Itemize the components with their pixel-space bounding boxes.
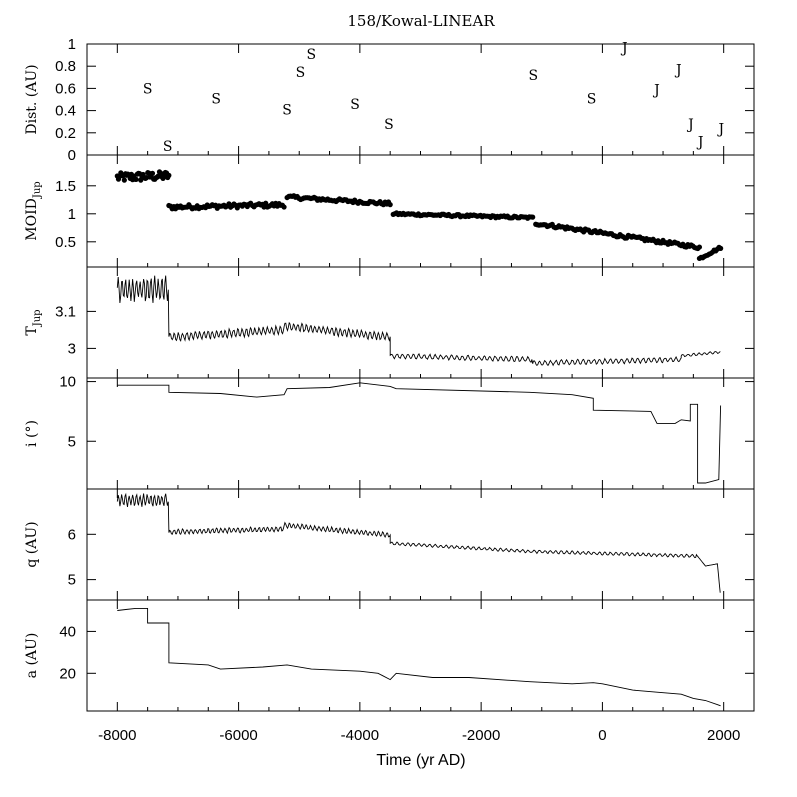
y-tick-label: 20 xyxy=(59,665,76,682)
y-tick-label: 1 xyxy=(68,36,76,53)
encounter-label-S: S xyxy=(307,47,317,63)
panel-frame-a xyxy=(86,599,755,712)
panel-frame-incl xyxy=(86,377,755,490)
panel-frame-moid xyxy=(86,154,755,268)
series-line-a xyxy=(117,607,721,707)
moid-point xyxy=(149,170,156,176)
y-tick-label: 3 xyxy=(68,340,76,357)
y-tick-label: 0.8 xyxy=(55,58,76,75)
x-tick-label: 0 xyxy=(598,727,606,744)
moid-point xyxy=(166,172,172,178)
y-axis-label: TJup xyxy=(24,309,43,335)
moid-point xyxy=(121,177,127,183)
encounter-label-S: S xyxy=(528,68,538,84)
series-line-tjup xyxy=(116,275,721,367)
panel-frame-dist xyxy=(86,43,755,156)
panel-a: 20 40 a (AU) xyxy=(24,599,755,712)
x-tick-label: -8000 xyxy=(98,727,136,744)
encounter-label-S: S xyxy=(296,65,306,81)
y-tick-label: 10 xyxy=(59,374,76,391)
panel-q: 5 6 q (AU) xyxy=(24,488,755,601)
moid-point xyxy=(696,244,703,250)
y-tick-label: 0.4 xyxy=(55,103,76,120)
y-axis-label: Dist. (AU) xyxy=(24,64,40,134)
y-axis-label-sub: Jup xyxy=(32,181,43,199)
encounter-label-S: S xyxy=(350,97,360,113)
y-tick-label: 0.5 xyxy=(55,234,76,251)
y-tick-label: 3.1 xyxy=(55,303,76,320)
y-tick-label: 1 xyxy=(68,206,76,223)
y-axis-label-main: MOID xyxy=(24,198,40,241)
encounter-label-S: S xyxy=(163,139,173,155)
y-tick-label: 40 xyxy=(59,623,76,640)
moid-point xyxy=(530,214,536,220)
series-line-incl xyxy=(117,382,722,484)
y-tick-label: 6 xyxy=(68,526,76,543)
encounter-label-J: J xyxy=(620,40,628,56)
encounter-label-S: S xyxy=(143,81,153,97)
moid-point xyxy=(718,245,724,251)
panel-frame-tjup xyxy=(86,266,755,379)
x-axis-label: Time (yr AD) xyxy=(376,752,465,769)
x-tick-label: -6000 xyxy=(219,727,257,744)
y-axis-label-sub: Jup xyxy=(32,309,43,327)
y-axis-label-main: T xyxy=(24,326,40,336)
y-tick-label: 0.2 xyxy=(55,125,76,142)
y-axis-label: a (AU) xyxy=(24,633,40,679)
encounter-label-J: J xyxy=(686,117,694,133)
encounter-label-S: S xyxy=(282,102,292,118)
moid-point xyxy=(133,176,139,182)
y-axis-label: i (°) xyxy=(24,420,40,447)
y-tick-label: 0 xyxy=(68,147,76,164)
encounter-label-J: J xyxy=(716,121,724,137)
panel-incl: 5 10 i (°) xyxy=(24,374,755,490)
panel-tjup: 3 3.1 TJup xyxy=(24,266,755,379)
encounter-label-J: J xyxy=(696,135,704,151)
x-tick-label: -4000 xyxy=(341,727,379,744)
encounter-label-J: J xyxy=(652,83,660,99)
series-line-q xyxy=(116,492,721,593)
encounter-label-S: S xyxy=(211,91,221,107)
y-tick-label: 5 xyxy=(68,433,76,450)
y-axis-label: MOIDJup xyxy=(24,181,43,240)
x-tick-label: 2000 xyxy=(707,727,740,744)
chart-title: 158/Kowal-LINEAR xyxy=(347,12,495,30)
encounter-label-S: S xyxy=(384,117,394,133)
y-axis-label: q (AU) xyxy=(24,521,40,567)
encounter-label-S: S xyxy=(587,91,597,107)
panel-moid: 0.5 1 1.5 MOIDJup xyxy=(24,154,755,268)
y-tick-label: 0.6 xyxy=(55,80,76,97)
moid-point xyxy=(387,202,393,208)
encounter-label-J: J xyxy=(674,63,682,79)
y-tick-label: 1.5 xyxy=(55,178,76,195)
x-axis: -8000 -6000 -4000 -2000 0 2000 xyxy=(98,727,740,744)
x-tick-label: -2000 xyxy=(462,727,500,744)
moid-point xyxy=(281,204,287,210)
y-tick-label: 5 xyxy=(68,572,76,589)
